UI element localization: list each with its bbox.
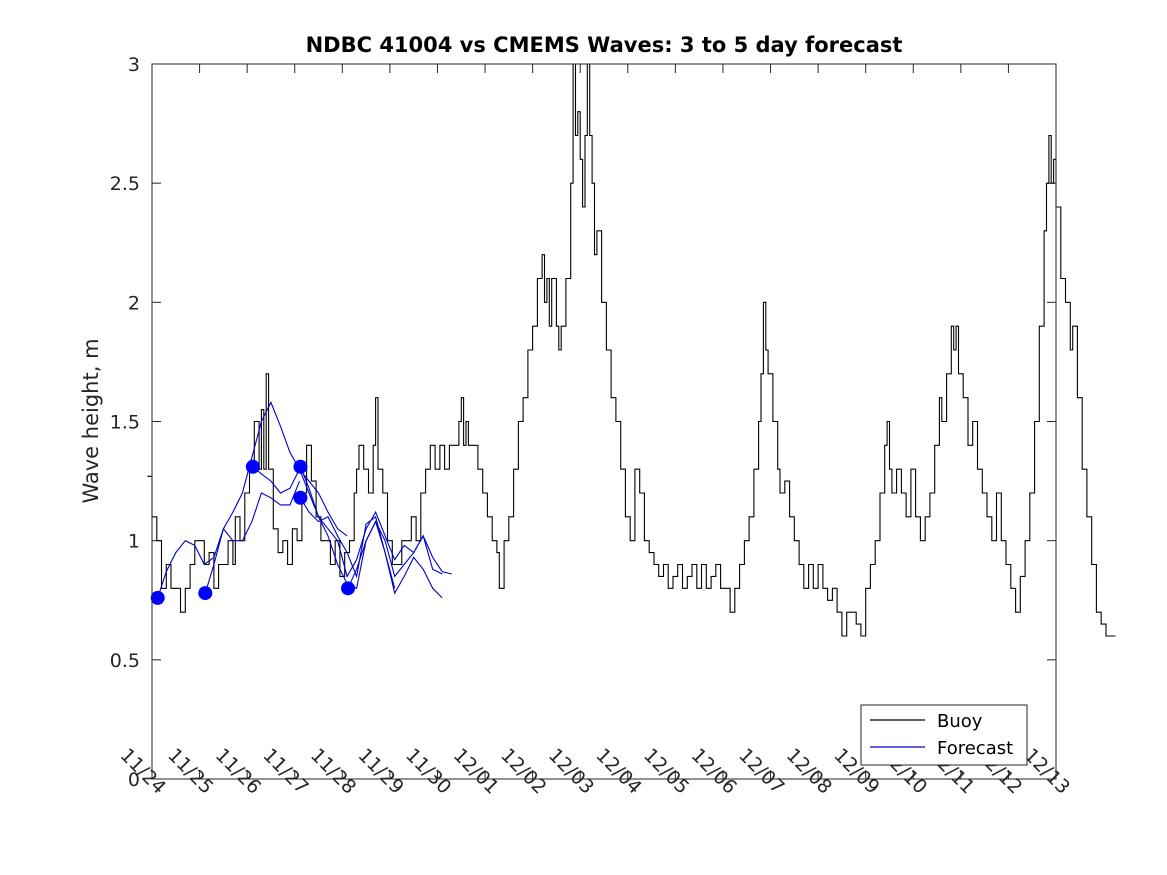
plot-lines: [147, 63, 1116, 637]
forecast-line-5: [299, 497, 443, 599]
y-axis-label: Wave height, m: [79, 338, 103, 503]
legend-label-buoy: Buoy: [937, 711, 983, 732]
y-tick-label: 0.5: [110, 650, 140, 672]
forecast-line-6: [347, 520, 452, 589]
y-tick-label: 3: [128, 54, 140, 76]
forecast-start-marker: [293, 490, 308, 505]
forecast-start-marker: [150, 590, 165, 605]
forecast-start-marker: [198, 586, 213, 601]
chart-title: NDBC 41004 vs CMEMS Waves: 3 to 5 day fo…: [306, 33, 903, 57]
plot-frame: [151, 63, 1057, 780]
forecast-start-marker: [341, 581, 356, 596]
forecast-line-2: [204, 401, 348, 594]
y-tick-label: 1: [128, 531, 140, 553]
forecast-line-1: [157, 480, 301, 599]
buoy-line: [147, 63, 1116, 637]
plot-area: [152, 64, 1056, 779]
legend-label-forecast: Forecast: [937, 738, 1013, 759]
y-tick-label: 2: [128, 292, 140, 314]
forecast-start-marker: [245, 459, 260, 474]
y-tick-label: 1.5: [110, 412, 140, 434]
legend: Buoy Forecast: [860, 704, 1028, 766]
forecast-start-marker: [293, 459, 308, 474]
legend-box: [860, 704, 1028, 766]
y-tick-label: 2.5: [110, 173, 140, 195]
y-tick-label: 0: [128, 769, 140, 791]
